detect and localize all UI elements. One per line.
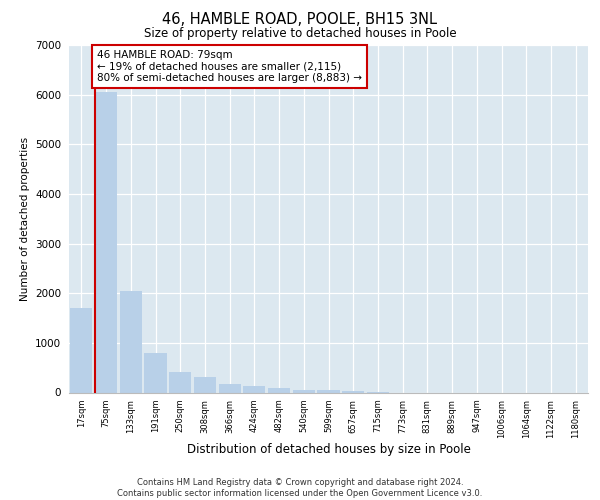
Text: Size of property relative to detached houses in Poole: Size of property relative to detached ho… bbox=[143, 28, 457, 40]
Bar bbox=[243, 386, 265, 392]
Text: Contains HM Land Registry data © Crown copyright and database right 2024.
Contai: Contains HM Land Registry data © Crown c… bbox=[118, 478, 482, 498]
Bar bbox=[317, 390, 340, 392]
Bar bbox=[70, 308, 92, 392]
Bar bbox=[194, 376, 216, 392]
X-axis label: Distribution of detached houses by size in Poole: Distribution of detached houses by size … bbox=[187, 444, 470, 456]
Bar bbox=[119, 290, 142, 392]
Y-axis label: Number of detached properties: Number of detached properties bbox=[20, 136, 29, 301]
Bar bbox=[293, 390, 315, 392]
Bar bbox=[169, 372, 191, 392]
Text: 46, HAMBLE ROAD, POOLE, BH15 3NL: 46, HAMBLE ROAD, POOLE, BH15 3NL bbox=[163, 12, 437, 28]
Bar bbox=[342, 390, 364, 392]
Bar bbox=[145, 354, 167, 393]
Bar bbox=[218, 384, 241, 392]
Bar bbox=[268, 388, 290, 392]
Bar bbox=[95, 92, 117, 392]
Text: 46 HAMBLE ROAD: 79sqm
← 19% of detached houses are smaller (2,115)
80% of semi-d: 46 HAMBLE ROAD: 79sqm ← 19% of detached … bbox=[97, 50, 362, 83]
